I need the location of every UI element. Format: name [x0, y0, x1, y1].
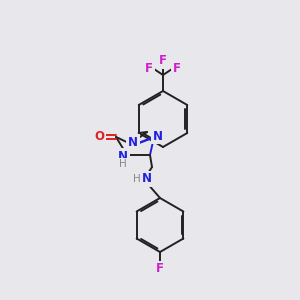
Text: H: H: [119, 159, 127, 169]
Text: N: N: [128, 136, 138, 148]
Text: N: N: [142, 172, 152, 185]
Text: F: F: [159, 55, 167, 68]
Text: O: O: [94, 130, 104, 143]
Text: H: H: [133, 174, 141, 184]
Text: N: N: [153, 130, 163, 142]
Text: N: N: [118, 149, 128, 163]
Text: F: F: [173, 62, 181, 76]
Text: F: F: [156, 262, 164, 275]
Text: F: F: [145, 62, 153, 76]
